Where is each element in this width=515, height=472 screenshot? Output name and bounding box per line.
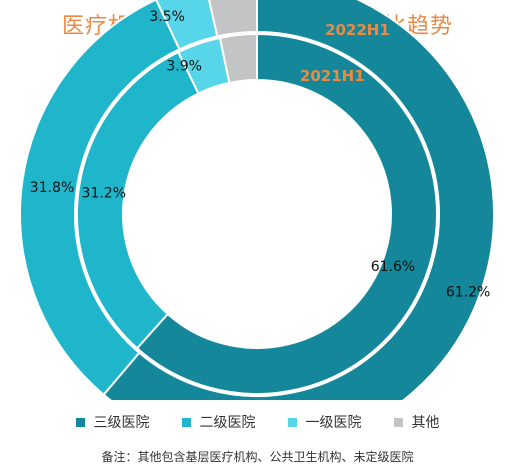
legend-label-tier2: 二级医院 [199,415,256,431]
legend-label-other: 其他 [411,415,440,431]
ring-label-2021H1: 2021H1 [300,67,365,85]
legend-swatch-other [393,417,403,427]
ring-label-2022H1: 2022H1 [325,21,390,39]
data-label-2021H1-tier2: 31.2% [82,186,126,202]
legend-swatch-tier2 [181,417,191,427]
slice-2021H1-tier3 [135,32,438,395]
legend-item-tier3: 三级医院 [75,412,150,432]
legend-item-tier1: 一级医院 [287,412,362,432]
slice-2022H1-other [208,0,258,38]
legend-label-tier3: 三级医院 [93,415,150,431]
data-label-2021H1-tier3: 61.6% [371,259,415,275]
legend-label-tier1: 一级医院 [305,415,362,431]
data-label-2022H1-tier2: 31.8% [30,180,74,196]
chart-legend: 三级医院 二级医院 一级医院 其他 [0,412,515,432]
data-label-2022H1-tier3: 61.2% [446,285,490,301]
donut-chart: 61.2% 31.8% 3.5% 2022H1 61.6% 31.2% 3.9% 2021H1 [19,0,495,400]
legend-item-tier2: 二级医院 [181,412,256,432]
legend-item-other: 其他 [393,412,440,432]
slice-2022H1-tier2 [19,0,181,397]
data-label-2022H1-tier1: 3.5% [149,9,185,25]
legend-swatch-tier3 [75,417,85,427]
data-label-2021H1-tier1: 3.9% [166,58,202,74]
chart-footnote: 备注：其他包含基层医疗机构、公共卫生机构、未定级医院 [101,450,414,464]
legend-swatch-tier1 [287,417,297,427]
slice-2022H1-tier3 [102,0,495,400]
slice-2021H1-other [218,32,258,85]
